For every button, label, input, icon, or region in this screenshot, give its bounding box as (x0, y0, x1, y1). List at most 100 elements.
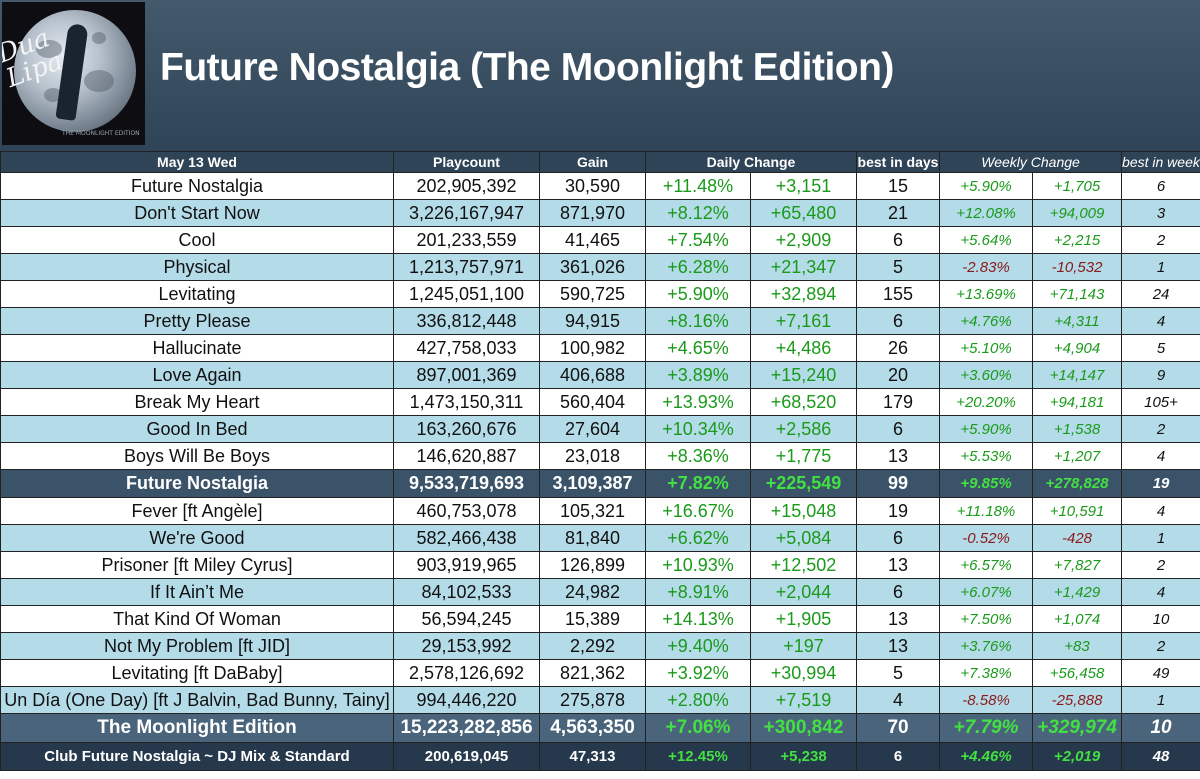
daily-change-percent-cell: +7.06% (645, 713, 751, 743)
daily-change-percent-cell: +3.89% (645, 361, 751, 389)
best-in-days-cell: 13 (856, 442, 941, 470)
best-in-weeks-cell: 4 (1121, 307, 1200, 335)
gain-cell: 30,590 (539, 172, 646, 200)
daily-change-percent-cell: +8.16% (645, 307, 751, 335)
best-in-weeks-cell: 48 (1121, 742, 1200, 771)
gain-cell: 361,026 (539, 253, 646, 281)
daily-change-count-cell: +5,238 (749, 742, 858, 771)
weekly-change-count-cell: +94,181 (1032, 388, 1123, 416)
table-row: Love Again 897,001,369 406,688 +3.89% +15,24… (0, 361, 1200, 389)
track-name-cell: Future Nostalgia (0, 172, 394, 200)
table-row: We're Good 582,466,438 81,840 +6.62% +5,084 6… (0, 524, 1200, 552)
table-row: Boys Will Be Boys 146,620,887 23,018 +8.36%… (0, 442, 1200, 470)
best-in-days-cell: 155 (856, 280, 941, 308)
best-in-days-cell: 13 (856, 632, 941, 660)
table-row: Not My Problem [ft JID] 29,153,992 2,292 +9… (0, 632, 1200, 660)
daily-change-count-cell: +68,520 (749, 388, 858, 416)
track-name-cell: Physical (0, 253, 394, 281)
weekly-change-percent-cell: +5.53% (939, 442, 1034, 470)
best-in-weeks-cell: 4 (1121, 578, 1200, 606)
best-in-days-cell: 6 (856, 307, 941, 335)
weekly-change-percent-cell: +12.08% (939, 199, 1034, 227)
best-in-days-cell: 19 (856, 497, 941, 525)
weekly-change-percent-cell: -0.52% (939, 524, 1034, 552)
weekly-change-count-cell: +2,019 (1032, 742, 1123, 771)
best-in-days-cell: 26 (856, 334, 941, 362)
daily-change-count-cell: +2,586 (749, 415, 858, 443)
playcount-cell: 163,260,676 (393, 415, 540, 443)
playcount-cell: 56,594,245 (393, 605, 540, 633)
weekly-change-percent-cell: +6.07% (939, 578, 1034, 606)
track-name-cell: Fever [ft Angèle] (0, 497, 394, 525)
weekly-change-count-cell: +71,143 (1032, 280, 1123, 308)
daily-change-count-cell: +7,161 (749, 307, 858, 335)
gain-cell: 15,389 (539, 605, 646, 633)
weekly-change-count-cell: -10,532 (1032, 253, 1123, 281)
track-name-cell: The Moonlight Edition (0, 713, 394, 743)
daily-change-count-cell: +30,994 (749, 659, 858, 687)
daily-change-percent-cell: +2.80% (645, 686, 751, 714)
weekly-change-count-cell: +1,074 (1032, 605, 1123, 633)
daily-change-percent-cell: +9.40% (645, 632, 751, 660)
gain-cell: 3,109,387 (539, 469, 646, 498)
track-name-cell: If It Ain’t Me (0, 578, 394, 606)
weekly-change-header: Weekly Change (939, 151, 1123, 173)
playcount-cell: 897,001,369 (393, 361, 540, 389)
weekly-change-percent-cell: +7.38% (939, 659, 1034, 687)
track-name-cell: Pretty Please (0, 307, 394, 335)
best-in-days-cell: 20 (856, 361, 941, 389)
daily-change-percent-cell: +5.90% (645, 280, 751, 308)
best-in-days-cell: 21 (856, 199, 941, 227)
weekly-change-count-cell: +7,827 (1032, 551, 1123, 579)
daily-change-count-cell: +4,486 (749, 334, 858, 362)
daily-change-percent-cell: +10.34% (645, 415, 751, 443)
best-in-weeks-cell: 2 (1121, 226, 1200, 254)
gain-cell: 4,563,350 (539, 713, 646, 743)
best-in-days-cell: 6 (856, 524, 941, 552)
track-name-cell: Levitating (0, 280, 394, 308)
gain-cell: 560,404 (539, 388, 646, 416)
playcount-cell: 146,620,887 (393, 442, 540, 470)
best-in-weeks-cell: 10 (1121, 713, 1200, 743)
header-banner: Dua Lipa THE MOONLIGHT EDITION Future No… (0, 0, 1200, 151)
stats-table: May 13 Wed Playcount Gain Daily Change b… (0, 151, 1200, 771)
best-in-weeks-cell: 5 (1121, 334, 1200, 362)
table-row: Physical 1,213,757,971 361,026 +6.28% +21,34… (0, 253, 1200, 281)
gain-cell: 94,915 (539, 307, 646, 335)
playcount-cell: 15,223,282,856 (393, 713, 540, 743)
track-name-cell: Don't Start Now (0, 199, 394, 227)
cover-caption: THE MOONLIGHT EDITION (62, 130, 140, 137)
playcount-cell: 2,578,126,692 (393, 659, 540, 687)
weekly-change-count-cell: +1,429 (1032, 578, 1123, 606)
weekly-change-count-cell: +278,828 (1032, 469, 1123, 498)
gain-cell: 871,970 (539, 199, 646, 227)
daily-change-percent-cell: +14.13% (645, 605, 751, 633)
table-row: Fever [ft Angèle] 460,753,078 105,321 +16.6… (0, 497, 1200, 525)
table-row: Don't Start Now 3,226,167,947 871,970 +8.12… (0, 199, 1200, 227)
best-in-days-cell: 5 (856, 659, 941, 687)
gain-cell: 275,878 (539, 686, 646, 714)
best-in-days-cell: 179 (856, 388, 941, 416)
gain-cell: 41,465 (539, 226, 646, 254)
weekly-change-percent-cell: +11.18% (939, 497, 1034, 525)
track-name-cell: Prisoner [ft Miley Cyrus] (0, 551, 394, 579)
table-row: Pretty Please 336,812,448 94,915 +8.16% +7,1… (0, 307, 1200, 335)
playcount-cell: 9,533,719,693 (393, 469, 540, 498)
table-row: Levitating 1,245,051,100 590,725 +5.90% +32,… (0, 280, 1200, 308)
table-row: That Kind Of Woman 56,594,245 15,389 +14.13… (0, 605, 1200, 633)
weekly-change-count-cell: +14,147 (1032, 361, 1123, 389)
best-in-weeks-cell: 3 (1121, 199, 1200, 227)
daily-change-percent-cell: +8.12% (645, 199, 751, 227)
best-in-weeks-cell: 10 (1121, 605, 1200, 633)
table-row: Prisoner [ft Miley Cyrus] 903,919,965 126,… (0, 551, 1200, 579)
gain-cell: 126,899 (539, 551, 646, 579)
daily-change-count-cell: +2,909 (749, 226, 858, 254)
daily-change-count-cell: +65,480 (749, 199, 858, 227)
table-row: Future Nostalgia 9,533,719,693 3,109,387 +7… (0, 469, 1200, 498)
best-days-header: best in days (856, 151, 941, 173)
weekly-change-count-cell: +4,311 (1032, 307, 1123, 335)
weekly-change-count-cell: +10,591 (1032, 497, 1123, 525)
daily-change-count-cell: +300,842 (749, 713, 858, 743)
best-in-weeks-cell: 2 (1121, 632, 1200, 660)
weekly-change-percent-cell: +4.76% (939, 307, 1034, 335)
